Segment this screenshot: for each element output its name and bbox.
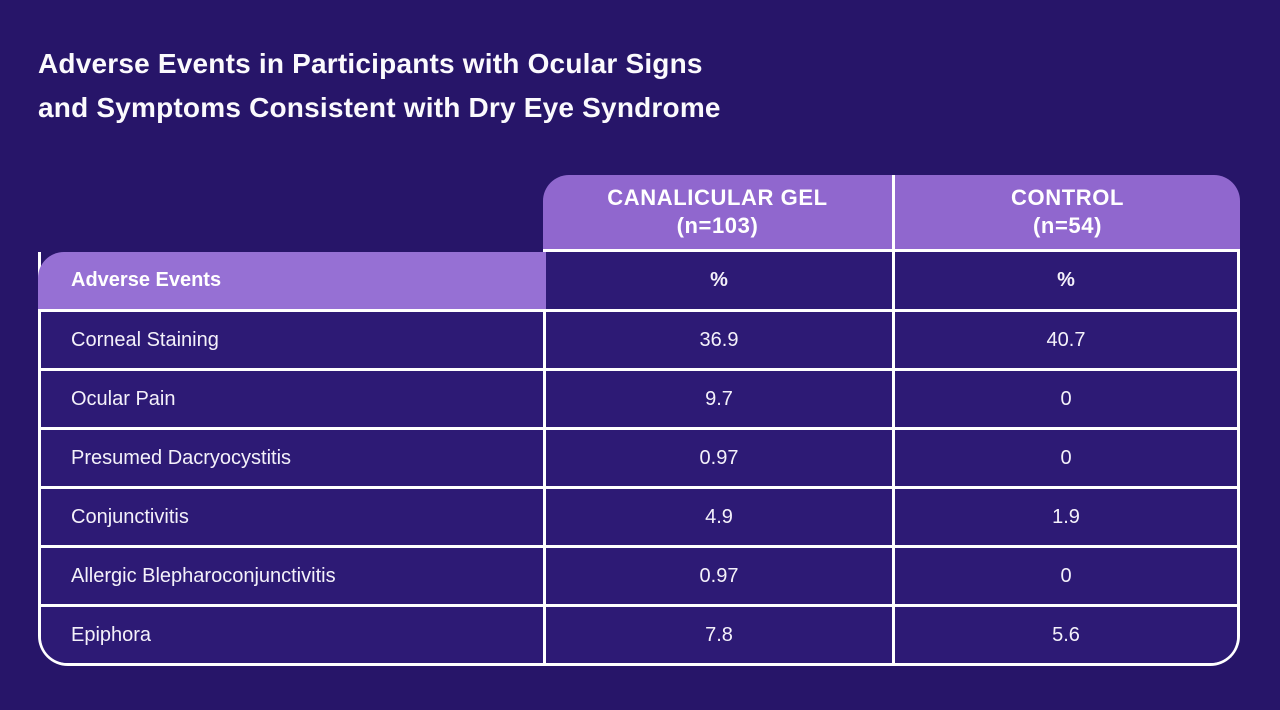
row-divider (41, 368, 1237, 371)
value-cell-gel: 7.8 (546, 607, 892, 663)
row-label: Corneal Staining (41, 312, 543, 368)
row-label: Allergic Blepharoconjunctivitis (41, 548, 543, 604)
value-cell-gel: 9.7 (546, 371, 892, 427)
value-cell-gel: 36.9 (546, 312, 892, 368)
unit-cell-control: % (895, 252, 1237, 309)
row-divider (41, 545, 1237, 548)
page-title-line1: Adverse Events in Participants with Ocul… (38, 48, 703, 79)
column-divider (892, 489, 895, 545)
value-cell-gel: 0.97 (546, 430, 892, 486)
column-divider (892, 252, 895, 309)
column-divider (543, 312, 546, 368)
column-divider (892, 371, 895, 427)
table-row: Ocular Pain 9.7 0 (41, 371, 1237, 427)
column-divider (892, 607, 895, 663)
column-header-control: CONTROL (n=54) (895, 175, 1240, 249)
row-label: Ocular Pain (41, 371, 543, 427)
value-cell-control: 0 (895, 430, 1237, 486)
header-column-divider (892, 175, 895, 249)
column-divider (892, 548, 895, 604)
units-row: % % Adverse Events (38, 252, 1237, 309)
column-divider (892, 430, 895, 486)
row-divider (41, 427, 1237, 430)
adverse-events-table: CANALICULAR GEL (n=103) CONTROL (n=54) %… (38, 175, 1240, 666)
row-divider (41, 309, 1237, 312)
unit-cell-gel: % (546, 252, 892, 309)
column-divider (543, 371, 546, 427)
column-divider (543, 607, 546, 663)
row-label: Conjunctivitis (41, 489, 543, 545)
table-row: Presumed Dacryocystitis 0.97 0 (41, 430, 1237, 486)
table-row: Allergic Blepharoconjunctivitis 0.97 0 (41, 548, 1237, 604)
value-cell-control: 0 (895, 548, 1237, 604)
row-label: Epiphora (41, 607, 543, 663)
table-row: Corneal Staining 36.9 40.7 (41, 312, 1237, 368)
value-cell-gel: 0.97 (546, 548, 892, 604)
value-cell-control: 0 (895, 371, 1237, 427)
column-header-gel-n: (n=103) (676, 213, 759, 238)
row-divider (41, 486, 1237, 489)
table-row: Epiphora 7.8 5.6 (41, 607, 1237, 663)
column-divider (543, 430, 546, 486)
value-cell-control: 40.7 (895, 312, 1237, 368)
column-header-control-n: (n=54) (1032, 213, 1102, 238)
row-divider (41, 604, 1237, 607)
page-title: Adverse Events in Participants with Ocul… (0, 0, 1280, 130)
column-header-canalicular-gel: CANALICULAR GEL (n=103) (543, 175, 892, 249)
row-group-header: Adverse Events (38, 252, 546, 309)
table-row: Conjunctivitis 4.9 1.9 (41, 489, 1237, 545)
column-divider (892, 312, 895, 368)
column-divider (543, 548, 546, 604)
value-cell-control: 5.6 (895, 607, 1237, 663)
table-body: % % Adverse Events Corneal Staining 36.9… (38, 252, 1240, 666)
value-cell-gel: 4.9 (546, 489, 892, 545)
row-label: Presumed Dacryocystitis (41, 430, 543, 486)
value-cell-control: 1.9 (895, 489, 1237, 545)
column-divider (543, 489, 546, 545)
column-header-gel-name: CANALICULAR GEL (607, 185, 828, 210)
column-group-header: CANALICULAR GEL (n=103) CONTROL (n=54) (543, 175, 1240, 252)
column-header-control-name: CONTROL (1011, 185, 1124, 210)
page-title-line2: and Symptoms Consistent with Dry Eye Syn… (38, 92, 721, 123)
